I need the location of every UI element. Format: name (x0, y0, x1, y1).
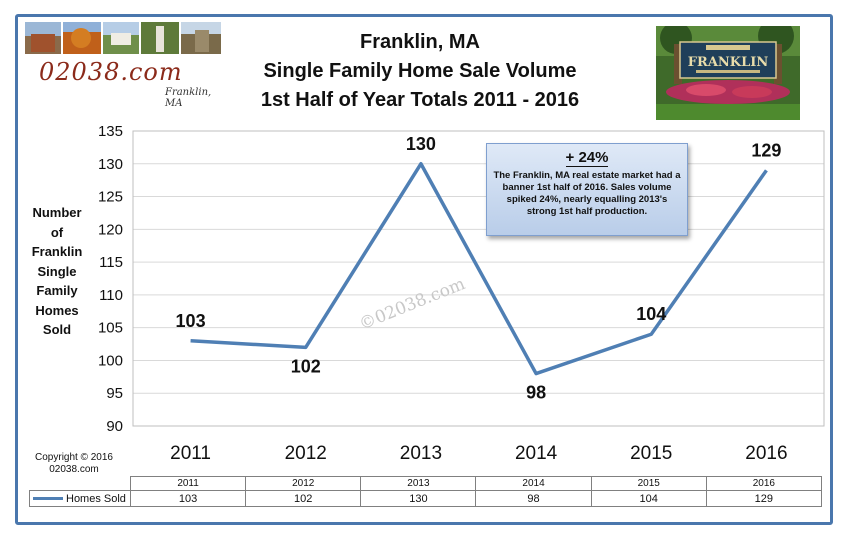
x-tick-label: 2016 (745, 443, 787, 464)
y-tick-label: 115 (99, 254, 123, 271)
x-tick-label: 2011 (170, 443, 211, 464)
data-label: 103 (176, 311, 206, 331)
data-table-series-label: Homes Sold (29, 490, 131, 507)
callout-text: The Franklin, MA real estate market had … (493, 170, 681, 217)
x-tick-label: 2015 (630, 443, 672, 464)
y-tick-label: 135 (98, 123, 123, 140)
y-axis-label: Number of Franklin Single Family Homes S… (22, 203, 92, 340)
ylabel-line: Number (32, 205, 82, 220)
series-name: Homes Sold (66, 492, 126, 505)
data-label: 102 (291, 356, 321, 376)
x-tick-label: 2014 (515, 443, 558, 464)
data-table-value-cell: 129 (705, 490, 822, 507)
header-photos (25, 22, 221, 54)
callout-box: + 24% The Franklin, MA real estate marke… (486, 143, 688, 236)
x-tick-label: 2012 (285, 443, 327, 464)
data-table-year-cell: 2011 (129, 476, 247, 491)
y-tick-label: 90 (106, 418, 123, 435)
data-table-value-cell: 104 (590, 490, 707, 507)
watermark: ©02038.com (356, 274, 468, 335)
logo-subtitle: Franklin, MA (165, 87, 212, 109)
y-tick-label: 110 (99, 287, 123, 304)
site-logo[interactable]: 02038.com Franklin, MA (25, 20, 225, 109)
data-table-value-cell: 130 (360, 490, 477, 507)
y-tick-label: 130 (98, 156, 123, 173)
callout-heading: + 24% (565, 149, 609, 167)
y-tick-label: 125 (98, 189, 123, 206)
data-table-value-cell: 103 (129, 490, 247, 507)
data-label: 104 (636, 304, 666, 324)
data-table-value-cell: 102 (245, 490, 362, 507)
data-label: 129 (751, 140, 781, 160)
y-tick-label: 105 (98, 320, 123, 337)
sign-caption: FRANKLIN (688, 55, 769, 70)
plot-area (132, 130, 825, 427)
ylabel-line: Single (37, 263, 77, 279)
data-table-value-row: Homes Sold 103 102 130 98 104 129 (29, 490, 822, 507)
chart-title: Franklin, MA Single Family Home Sale Vol… (230, 28, 610, 115)
data-table: 2011 2012 2013 2014 2015 2016 Homes Sold 103 1… (29, 476, 822, 507)
copyright: Copyright © 2016 02038.com (26, 452, 122, 476)
data-table-corner (29, 476, 131, 491)
data-table-year-cell: 2016 (705, 476, 822, 491)
data-table-year-cell: 2013 (360, 476, 477, 491)
ylabel-line: Homes (35, 302, 79, 318)
title-line-1: Franklin, MA (359, 31, 480, 53)
logo-text: 02038.com (39, 58, 183, 86)
ylabel-line: Sold (42, 322, 72, 337)
y-tick-label: 120 (98, 221, 123, 238)
legend-line-key (33, 497, 63, 501)
data-table-year-cell: 2012 (245, 476, 362, 491)
data-label: 130 (406, 134, 436, 154)
title-line-2: Single Family Home Sale Volume (263, 60, 577, 82)
ylabel-line: of (50, 224, 64, 240)
data-table-year-cell: 2015 (590, 476, 707, 491)
series-line-homes-sold (190, 162, 768, 376)
ylabel-line: Family (36, 283, 78, 298)
x-tick-label: 2013 (400, 443, 442, 464)
data-table-value-cell: 98 (475, 490, 592, 507)
data-table-year-cell: 2014 (475, 476, 592, 491)
title-line-3: 1st Half of Year Totals 2011 - 2016 (260, 89, 580, 111)
copyright-line: Copyright © 2016 (35, 452, 113, 463)
data-table-header-row: 2011 2012 2013 2014 2015 2016 (29, 476, 822, 491)
franklin-sign-photo: FRANKLIN (656, 26, 800, 120)
y-tick-label: 100 (98, 352, 123, 369)
ylabel-line: Franklin (31, 244, 83, 259)
data-label: 98 (526, 383, 546, 403)
y-tick-label: 95 (106, 385, 123, 402)
copyright-line: 02038.com (49, 464, 99, 475)
